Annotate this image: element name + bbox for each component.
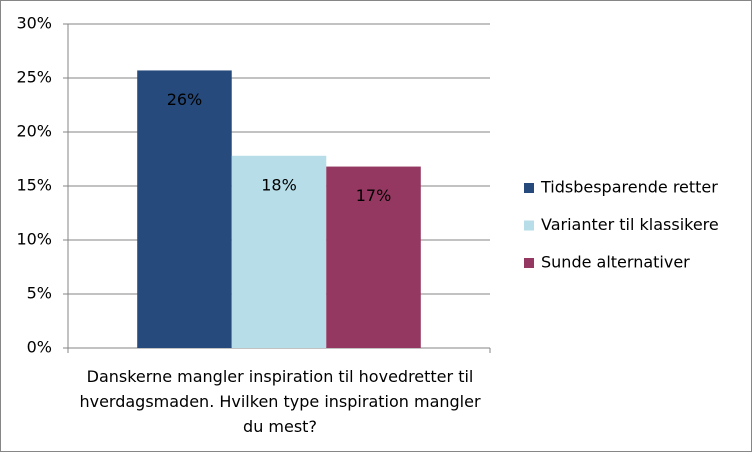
y-tick-label: 20% xyxy=(16,122,52,141)
legend-label: Tidsbesparende retter xyxy=(540,178,718,197)
value-label: 26% xyxy=(167,90,203,109)
legend-label: Sunde alternativer xyxy=(541,253,690,272)
value-label: 18% xyxy=(261,175,297,194)
y-tick-label: 30% xyxy=(16,14,52,33)
bar xyxy=(231,155,327,348)
bar xyxy=(137,70,232,348)
value-label: 17% xyxy=(356,186,392,205)
legend-swatch xyxy=(524,220,534,231)
x-category-label: Danskerne mangler inspiration til hovedr… xyxy=(79,367,481,436)
legend-swatch xyxy=(524,183,534,193)
y-tick-label: 0% xyxy=(27,338,52,357)
legend-swatch xyxy=(524,258,534,268)
y-tick-label: 10% xyxy=(16,230,52,249)
y-tick-label: 15% xyxy=(16,176,52,195)
y-tick-label: 5% xyxy=(27,284,52,303)
y-tick-label: 25% xyxy=(16,68,52,87)
legend-label: Varianter til klassikere xyxy=(541,215,719,234)
bar xyxy=(326,166,421,348)
